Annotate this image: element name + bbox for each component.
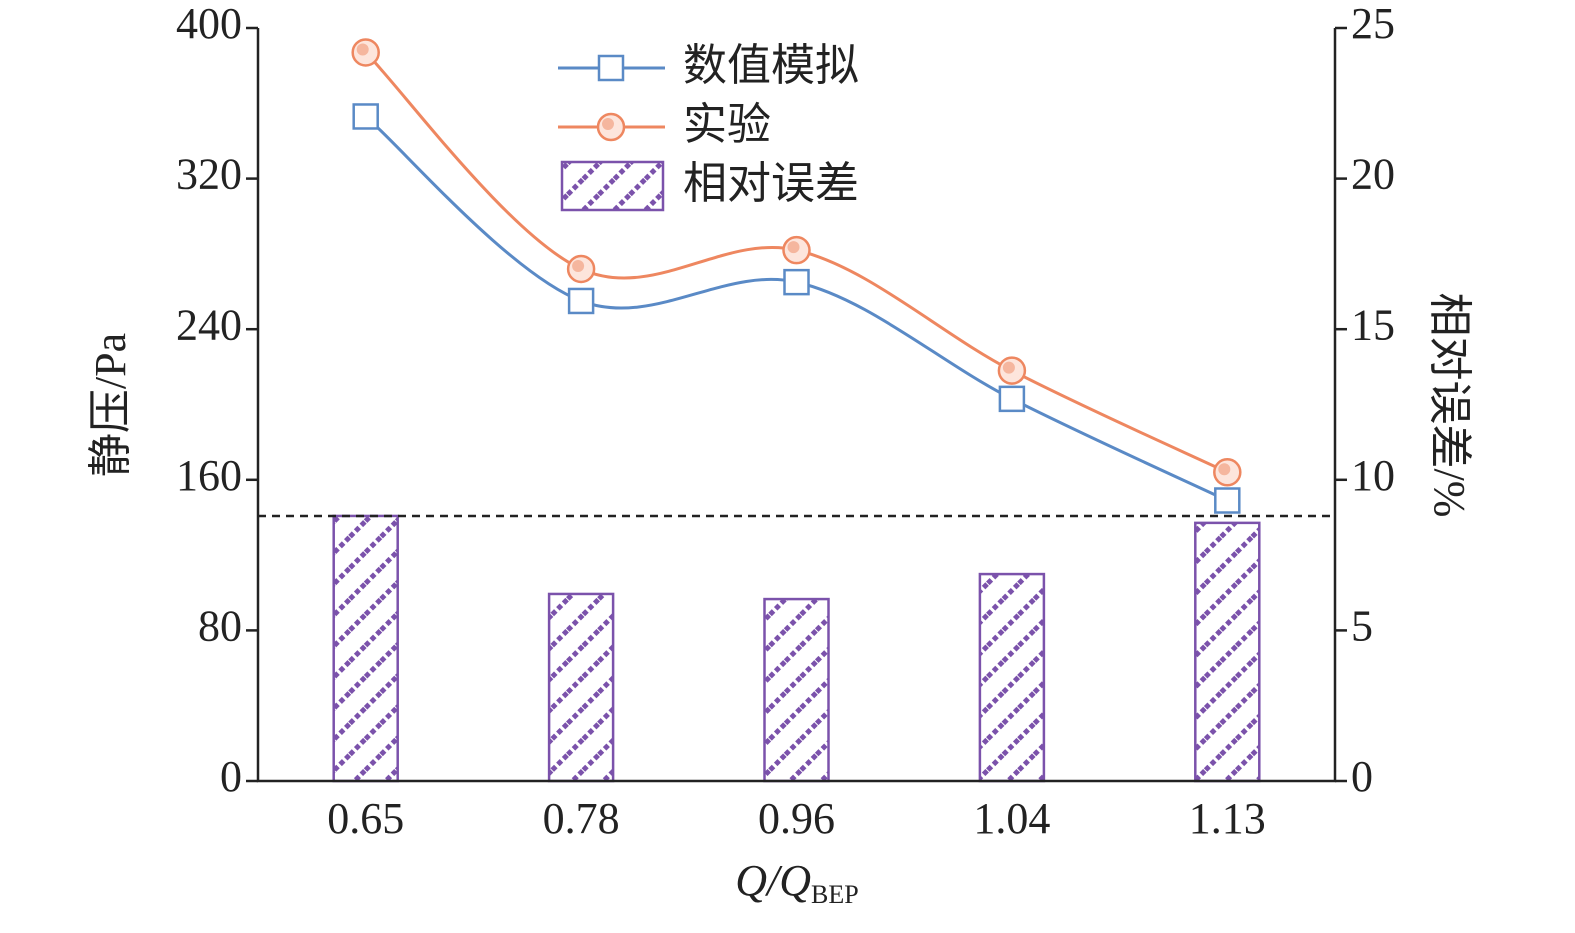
y-axis-title: 静压/Pa (86, 333, 135, 477)
x-tick-label: 1.13 (1189, 794, 1266, 843)
x-tick-label: 0.65 (327, 794, 404, 843)
marker-highlight (356, 43, 369, 56)
y-tick-label: 0 (220, 752, 242, 801)
y-tick-label: 160 (176, 451, 242, 500)
marker-highlight (1002, 361, 1015, 374)
legend-label: 数值模拟 (683, 40, 859, 91)
x-tick-label: 0.78 (543, 794, 620, 843)
axis-frame (256, 28, 1337, 783)
marker (567, 287, 595, 315)
y2-tick-label: 20 (1351, 150, 1395, 199)
bar (763, 597, 830, 783)
marker-highlight (1218, 463, 1231, 476)
marker (783, 268, 810, 296)
y2-tick-label: 5 (1351, 601, 1373, 650)
bar (1194, 521, 1261, 783)
marker-highlight (572, 259, 585, 272)
y-tick-label: 80 (198, 601, 242, 650)
marker (1214, 487, 1241, 514)
legend-label: 实验 (683, 99, 771, 150)
x-tick-label: 1.04 (973, 794, 1050, 843)
legend-label: 相对误差 (683, 158, 859, 209)
x-tick-label: 0.96 (758, 794, 835, 843)
x-axis-title: Q/QBEP (735, 856, 858, 909)
marker (998, 385, 1026, 413)
y-tick-label: 320 (176, 150, 242, 199)
y-tick-label: 240 (176, 300, 242, 349)
bar (332, 514, 399, 783)
y-tick-label: 400 (176, 0, 242, 48)
y2-tick-label: 25 (1351, 0, 1395, 48)
marker (352, 103, 379, 130)
bar (978, 572, 1046, 783)
y2-tick-label: 10 (1351, 451, 1395, 500)
marker (597, 54, 625, 82)
marker-highlight (787, 241, 800, 254)
legend-swatch (560, 160, 665, 212)
bar (547, 592, 615, 783)
y2-tick-label: 0 (1351, 752, 1373, 801)
y2-axis-title: 相对误差/% (1425, 293, 1474, 518)
y2-tick-label: 15 (1351, 300, 1395, 349)
marker-highlight (602, 118, 614, 130)
